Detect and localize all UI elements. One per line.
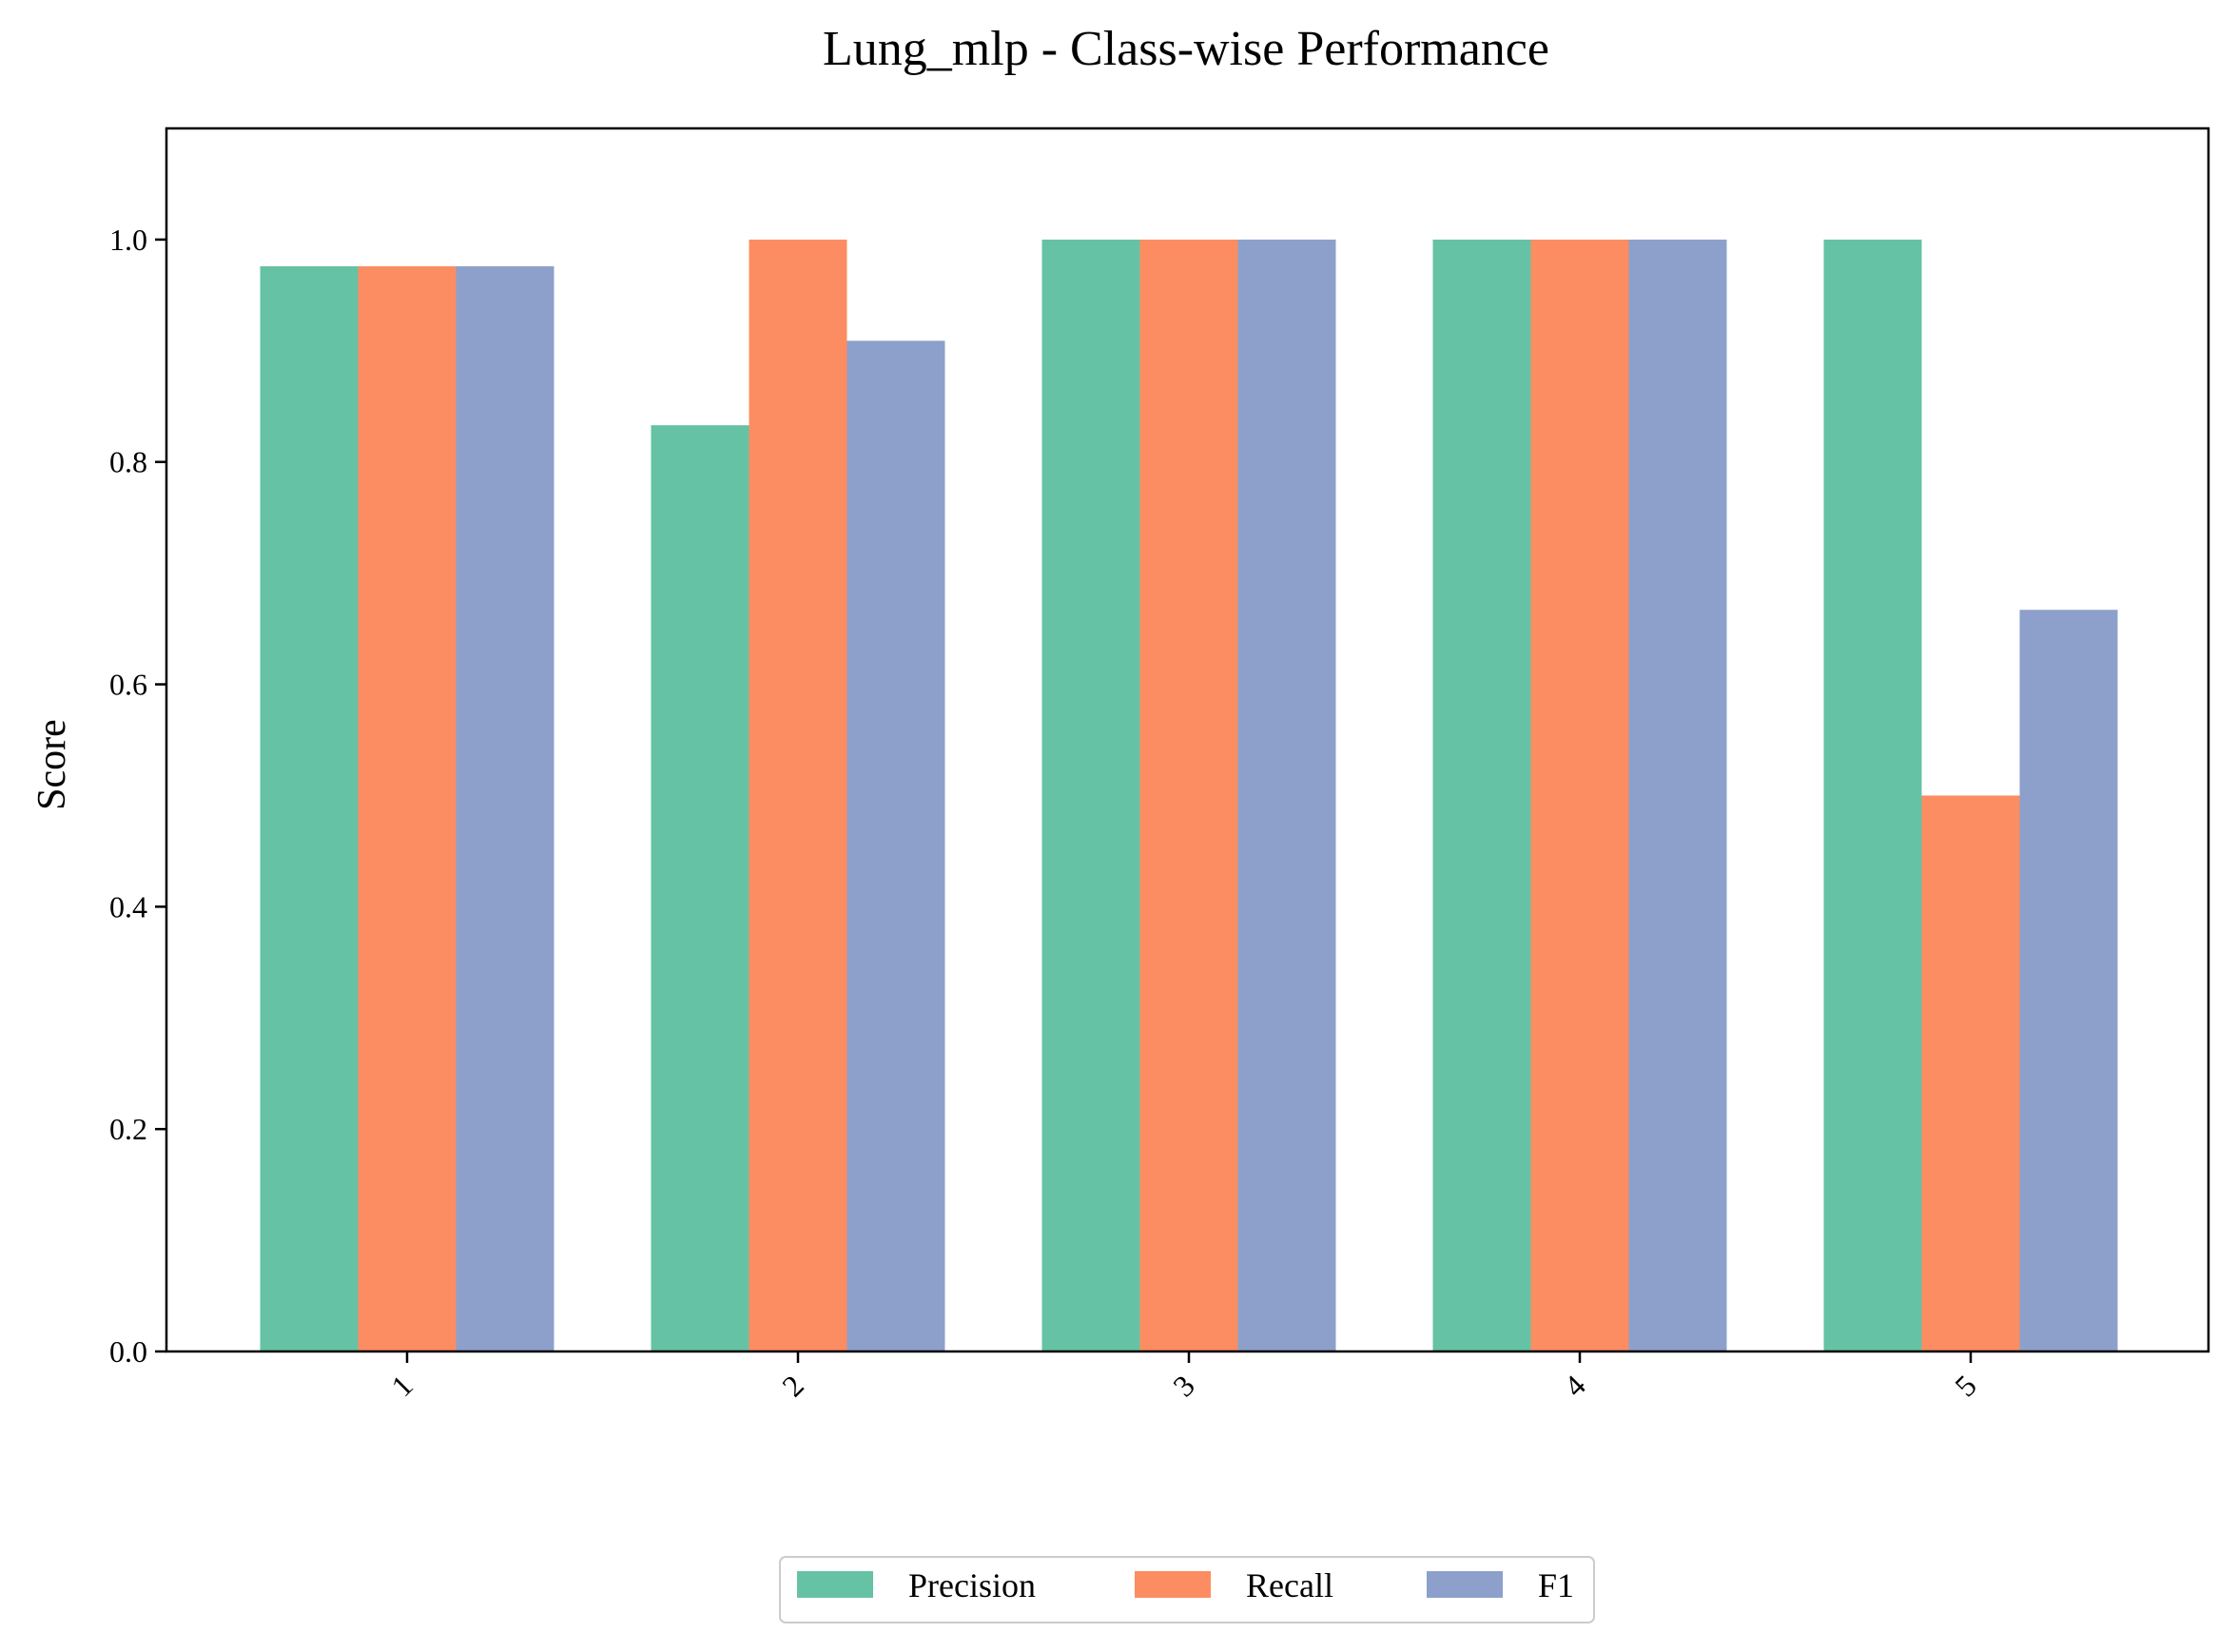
x-tick-label: 1 bbox=[384, 1368, 419, 1403]
bar-recall-class-2 bbox=[749, 239, 847, 1352]
chart-title: Lung_mlp - Class-wise Performance bbox=[823, 22, 1549, 76]
legend: Precision Recall F1 bbox=[779, 1556, 1595, 1623]
x-tick-label: 5 bbox=[1948, 1368, 1983, 1403]
x-axis: 1 2 3 4 5 bbox=[384, 1351, 1983, 1403]
legend-label-f1: F1 bbox=[1538, 1566, 1574, 1604]
y-tick-label: 0.4 bbox=[109, 889, 147, 923]
y-axis: 0.0 0.2 0.4 0.6 0.8 1.0 bbox=[109, 223, 166, 1369]
bar-recall-class-4 bbox=[1530, 239, 1629, 1352]
bar-f1-class-3 bbox=[1237, 239, 1336, 1352]
bar-recall-class-3 bbox=[1139, 239, 1238, 1352]
bar-f1-class-5 bbox=[2019, 610, 2118, 1351]
y-tick-label: 0.6 bbox=[109, 668, 147, 702]
x-tick-label: 2 bbox=[775, 1368, 810, 1403]
bar-precision-class-4 bbox=[1432, 239, 1531, 1352]
y-tick-label: 0.0 bbox=[109, 1334, 147, 1369]
bar-f1-class-1 bbox=[456, 265, 554, 1351]
bar-precision-class-1 bbox=[260, 265, 359, 1351]
plot-frame bbox=[165, 126, 2210, 1353]
x-tick-label: 3 bbox=[1166, 1368, 1201, 1403]
y-tick-label: 1.0 bbox=[109, 223, 147, 257]
legend-label-precision: Precision bbox=[908, 1566, 1036, 1604]
legend-swatch-precision bbox=[797, 1571, 873, 1598]
bar-f1-class-4 bbox=[1628, 239, 1727, 1352]
x-tick-label: 4 bbox=[1557, 1368, 1592, 1403]
legend-label-recall: Recall bbox=[1246, 1566, 1333, 1604]
bar-recall-class-1 bbox=[358, 265, 457, 1351]
bar-precision-class-5 bbox=[1823, 239, 1922, 1352]
legend-swatch-recall bbox=[1135, 1571, 1211, 1598]
legend-swatch-f1 bbox=[1427, 1571, 1503, 1598]
bar-recall-class-5 bbox=[1921, 795, 2020, 1351]
bars-layer bbox=[260, 239, 2118, 1352]
y-axis-label: Score bbox=[30, 719, 74, 810]
bar-precision-class-3 bbox=[1041, 239, 1140, 1352]
bar-f1-class-2 bbox=[846, 340, 945, 1351]
y-tick-label: 0.2 bbox=[109, 1112, 147, 1146]
bar-precision-class-2 bbox=[651, 425, 749, 1351]
y-tick-label: 0.8 bbox=[109, 445, 147, 479]
